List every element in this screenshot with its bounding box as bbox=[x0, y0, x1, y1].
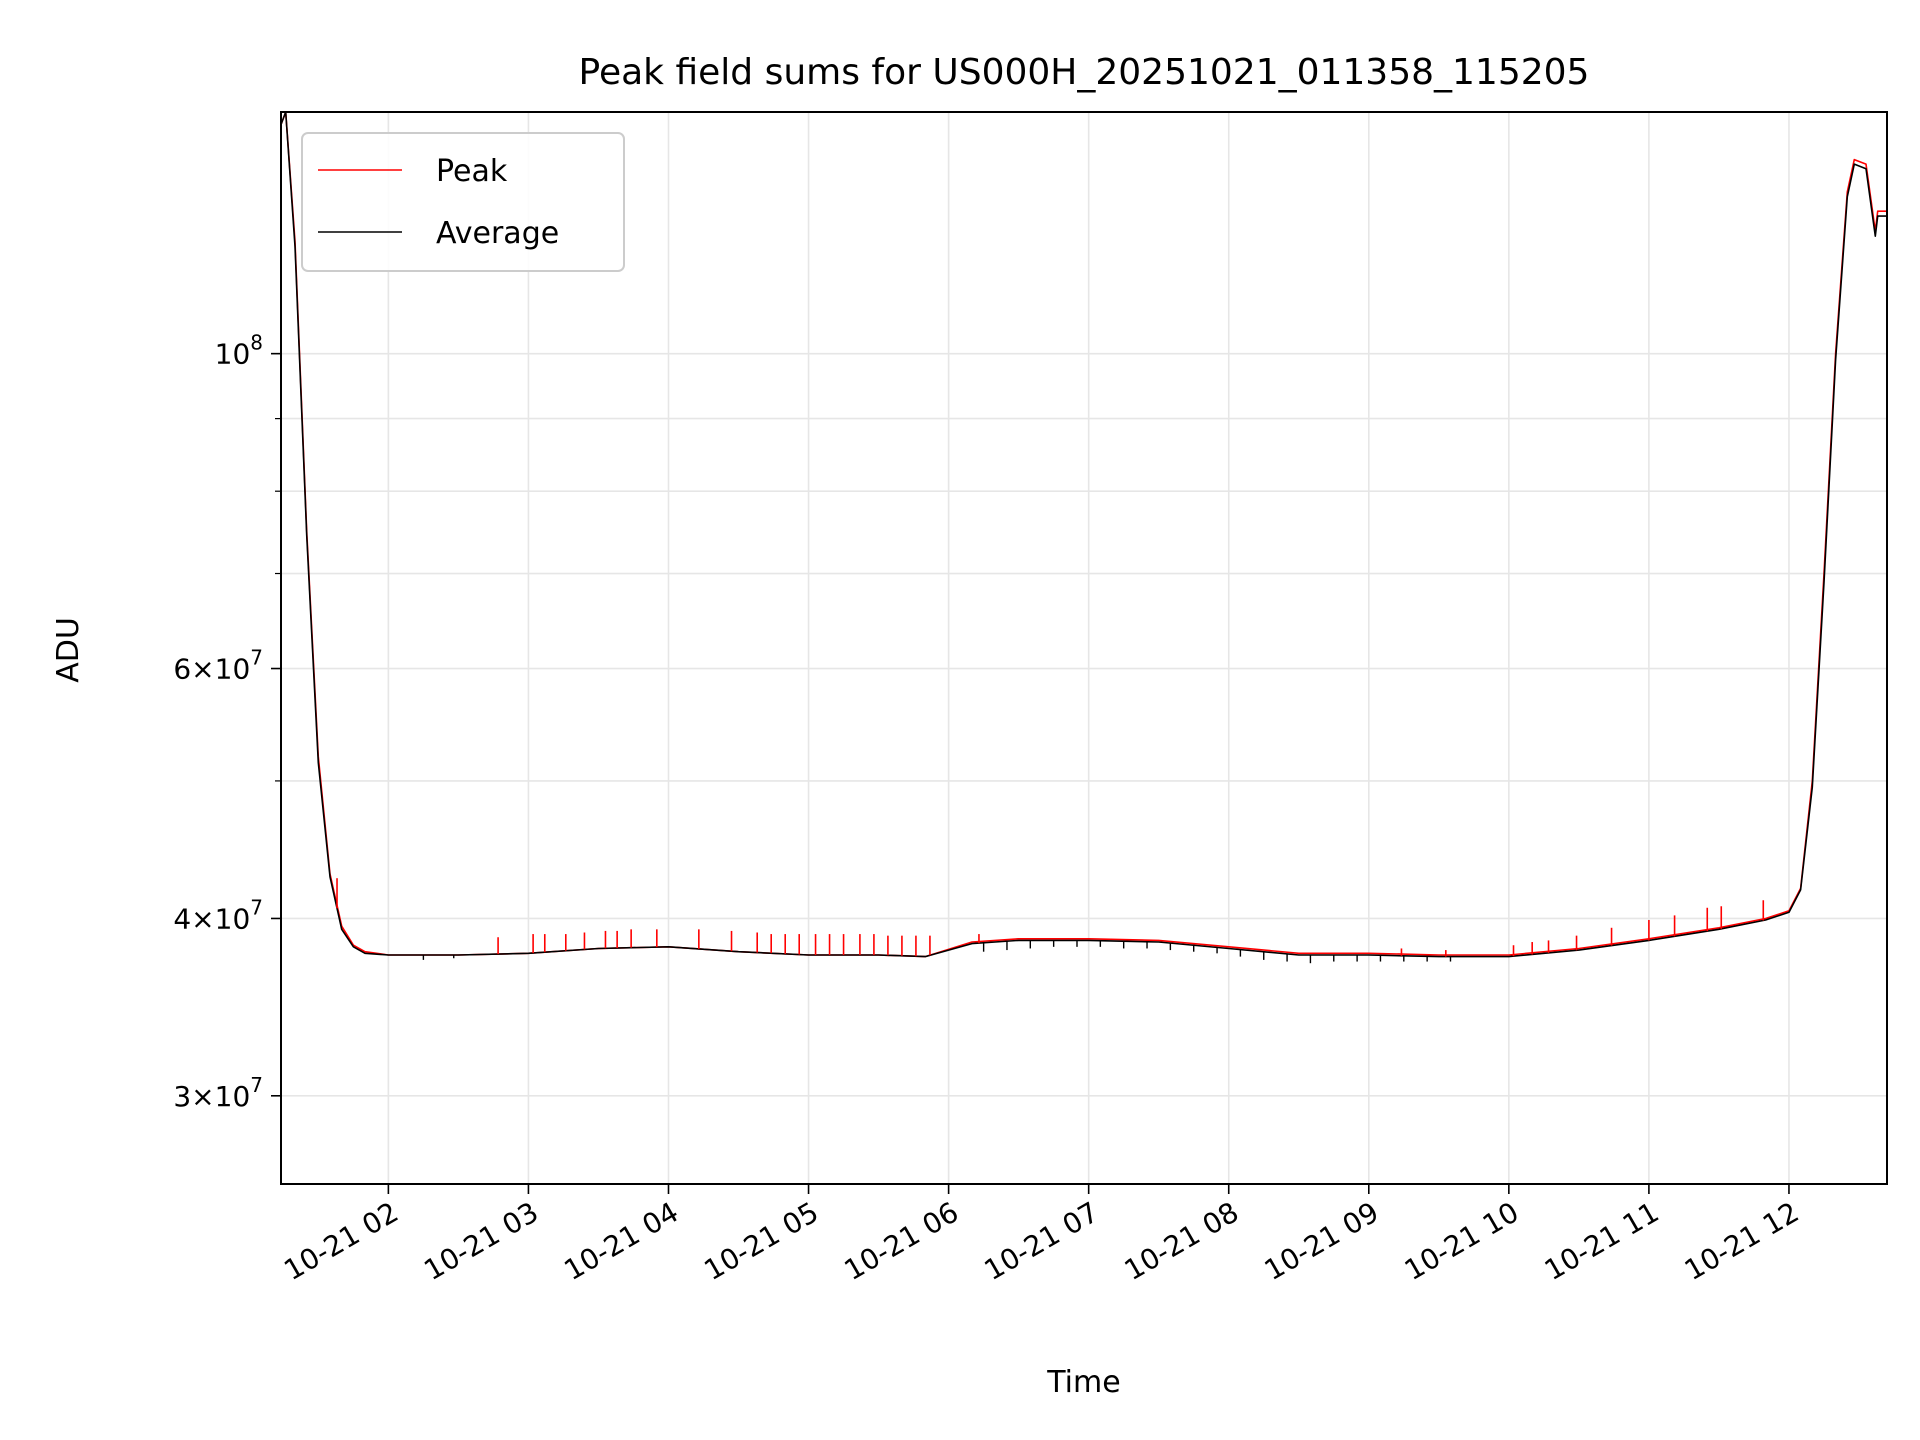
legend-label-peak: Peak bbox=[436, 154, 508, 189]
y-tick-label: 108 bbox=[215, 331, 263, 371]
x-axis-label: Time bbox=[1046, 1365, 1120, 1400]
y-axis-label: ADU bbox=[51, 617, 86, 683]
legend-box bbox=[301, 132, 625, 272]
grid bbox=[281, 112, 1887, 1184]
y-tick-label: 6×107 bbox=[173, 646, 263, 686]
plot-frame bbox=[280, 111, 1888, 1185]
legend: Peak Average bbox=[301, 132, 625, 272]
chart-title: Peak field sums for US000H_20251021_0113… bbox=[579, 52, 1590, 93]
series-line-average bbox=[280, 111, 1887, 958]
plot-series bbox=[280, 111, 1887, 964]
y-tick-label: 4×107 bbox=[173, 895, 263, 935]
legend-label-average: Average bbox=[436, 216, 559, 251]
y-tick-label: 3×107 bbox=[173, 1073, 263, 1113]
